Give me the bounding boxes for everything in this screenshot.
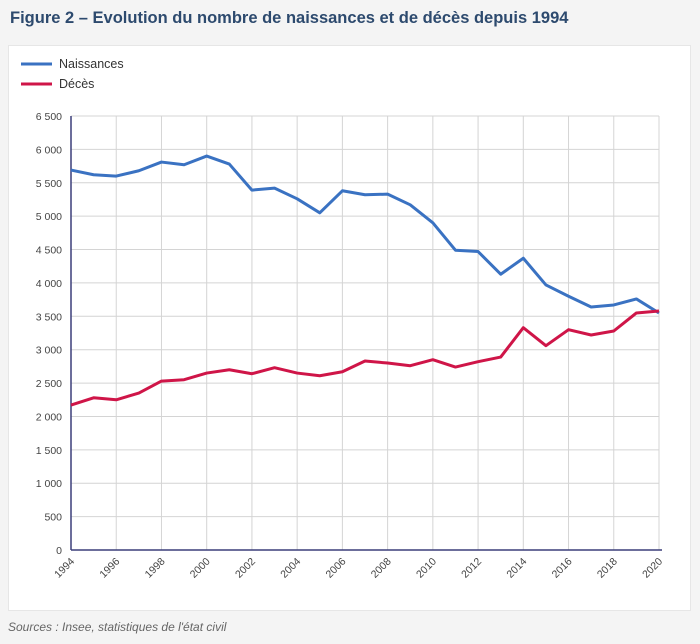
x-tick-label: 2018 <box>595 556 620 581</box>
y-tick-label: 5 500 <box>36 178 62 190</box>
y-tick-label: 1 500 <box>36 445 62 457</box>
y-tick-label: 4 500 <box>36 245 62 257</box>
y-tick-label: 500 <box>44 512 62 524</box>
y-tick-label: 0 <box>56 545 62 557</box>
y-tick-label: 6 500 <box>36 111 62 123</box>
x-tick-label: 2014 <box>504 556 529 581</box>
y-tick-label: 2 000 <box>36 411 62 423</box>
y-tick-label: 2 500 <box>36 378 62 390</box>
series-line-naissances <box>70 154 660 315</box>
legend-label: Naissances <box>59 57 124 71</box>
y-tick-label: 5 000 <box>36 211 62 223</box>
x-tick-label: 2016 <box>550 556 575 581</box>
y-tick-label: 3 500 <box>36 311 62 323</box>
y-tick-label: 1 000 <box>36 478 62 490</box>
x-tick-label: 2008 <box>369 556 394 581</box>
legend-label: Décès <box>59 77 94 91</box>
x-tick-label: 2012 <box>459 556 484 581</box>
x-tick-label: 1996 <box>97 556 122 581</box>
x-tick-label: 2004 <box>278 556 303 581</box>
series-line-deces <box>70 309 660 407</box>
source-note: Sources : Insee, statistiques de l'état … <box>8 620 227 634</box>
y-tick-label: 6 000 <box>36 144 62 156</box>
y-tick-label: 3 000 <box>36 345 62 357</box>
x-tick-label: 2000 <box>188 556 213 581</box>
x-tick-label: 2006 <box>324 556 349 581</box>
x-tick-label: 2010 <box>414 556 439 581</box>
figure-title: Figure 2 – Evolution du nombre de naissa… <box>10 9 569 27</box>
x-tick-label: 2020 <box>640 556 665 581</box>
x-tick-label: 1994 <box>52 556 77 581</box>
x-tick-label: 2002 <box>233 556 258 581</box>
y-tick-label: 4 000 <box>36 278 62 290</box>
x-tick-label: 1998 <box>143 556 168 581</box>
